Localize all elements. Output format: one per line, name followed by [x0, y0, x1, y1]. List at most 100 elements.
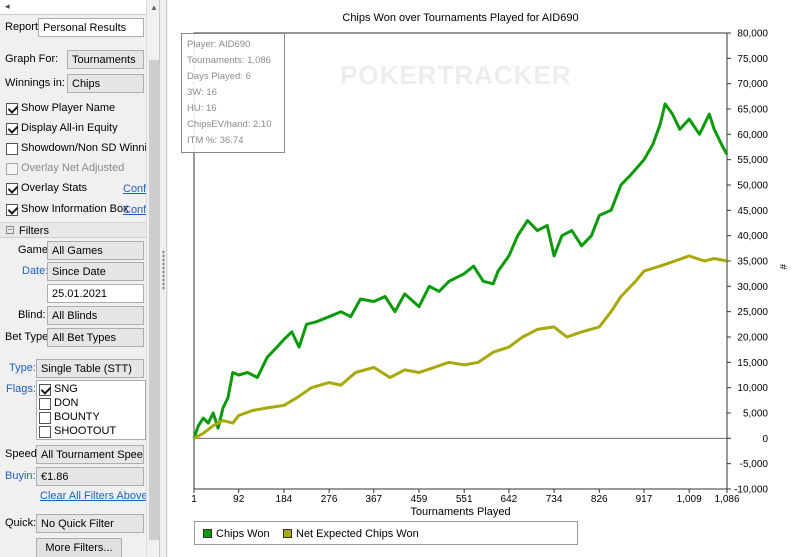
overlay-stats-config-link[interactable]: Confi	[123, 183, 149, 195]
info-box-config-link[interactable]: Confi	[123, 204, 149, 216]
legend-net-expected: Net Expected Chips Won	[283, 528, 419, 540]
filters-title: Filters	[19, 225, 49, 237]
blind-row: Blind: All Blinds	[0, 305, 146, 325]
blind-select[interactable]: All Blinds	[47, 306, 144, 325]
flag-shootout-checkbox[interactable]	[39, 426, 51, 438]
bet-type-label: Bet Type:	[5, 331, 52, 343]
game-select[interactable]: All Games	[47, 241, 144, 260]
stat-player: Player: AID690	[187, 39, 251, 50]
date-row: Date: Since Date	[0, 261, 146, 281]
panel-splitter[interactable]	[160, 0, 167, 557]
show-info-box-checkbox[interactable]	[6, 204, 18, 216]
series-chips-won-line	[192, 102, 729, 439]
date-input[interactable]: 25.01.2021	[47, 284, 144, 303]
stat-3w: 3W: 16	[187, 87, 217, 98]
date-select[interactable]: Since Date	[47, 262, 144, 281]
y-tick-label: -10,000	[734, 485, 768, 496]
y-tick-label: 35,000	[737, 257, 768, 268]
clear-filters-link[interactable]: Clear All Filters Above	[40, 490, 148, 502]
winnings-in-row: Winnings in: Chips	[0, 73, 146, 93]
stat-chipsev: ChipsEV/hand: 2.10	[187, 119, 272, 130]
y-tick-label: 5,000	[743, 409, 768, 420]
overlay-net-adjusted-checkbox	[6, 163, 18, 175]
y-tick-label: 50,000	[737, 181, 768, 192]
graph-for-select[interactable]: Tournaments	[67, 50, 144, 69]
y-tick-label: -5,000	[740, 459, 769, 470]
scrollbar-thumb[interactable]	[149, 60, 159, 540]
x-tick-label: 1,086	[714, 494, 739, 505]
x-tick-label: 642	[501, 494, 518, 505]
y-tick-label: 55,000	[737, 155, 768, 166]
show-player-name-checkbox[interactable]	[6, 103, 18, 115]
legend-swatch-chips-won	[203, 529, 212, 538]
speed-select[interactable]: All Tournament Speeds	[36, 445, 144, 464]
x-tick-label: 734	[546, 494, 563, 505]
flag-shootout-label: SHOOTOUT	[54, 425, 117, 437]
scroll-up-icon[interactable]: ▲	[150, 3, 158, 12]
y-tick-label: 45,000	[737, 206, 768, 217]
buyin-select[interactable]: €1.86	[36, 467, 144, 486]
showdown-winnings-label: Showdown/Non SD Winnings	[21, 142, 160, 154]
display-allin-equity-checkbox[interactable]	[6, 123, 18, 135]
winnings-in-select[interactable]: Chips	[67, 74, 144, 93]
chart-svg: Chips Won over Tournaments Played for AI…	[191, 12, 788, 518]
y-tick-label: 30,000	[737, 282, 768, 293]
overlay-stats-checkbox[interactable]	[6, 183, 18, 195]
legend-chips-won: Chips Won	[203, 528, 270, 540]
report-row: Report: Personal Results	[0, 17, 146, 37]
legend-chips-won-label: Chips Won	[216, 528, 270, 540]
x-tick-label: 1	[191, 494, 197, 505]
series-net-expected-line	[193, 254, 728, 440]
bet-type-select[interactable]: All Bet Types	[47, 328, 144, 347]
collapse-minus-icon[interactable]: −	[6, 225, 14, 234]
filters-section-header[interactable]: − Filters	[0, 222, 146, 238]
stats-info-box: Player: AID690 Tournaments: 1,086 Days P…	[181, 33, 285, 153]
x-tick-label: 826	[591, 494, 608, 505]
stat-days-played: Days Played: 6	[187, 71, 251, 82]
y-tick-label: 65,000	[737, 105, 768, 116]
x-tick-label: 1,009	[677, 494, 702, 505]
buyin-row: Buyin: €1.86	[0, 466, 146, 486]
splitter-grip-icon[interactable]	[162, 250, 165, 290]
y-tick-label: 70,000	[737, 79, 768, 90]
y-tick-label: 0	[762, 434, 768, 445]
watermark: POKERTRACKER	[340, 60, 572, 90]
chart-title: Chips Won over Tournaments Played for AI…	[342, 12, 578, 24]
show-player-name-label: Show Player Name	[21, 102, 116, 114]
blind-label: Blind:	[18, 309, 46, 321]
bet-type-row: Bet Type: All Bet Types	[0, 327, 146, 347]
x-tick-label: 367	[365, 494, 382, 505]
y-tick-label: 20,000	[737, 333, 768, 344]
stat-hu: HU: 16	[187, 103, 217, 114]
flag-sng-checkbox[interactable]	[39, 384, 51, 396]
collapse-arrow-icon[interactable]: ◂	[5, 1, 10, 11]
flag-don-checkbox[interactable]	[39, 398, 51, 410]
x-tick-label: 917	[636, 494, 653, 505]
quick-filter-select[interactable]: No Quick Filter	[36, 514, 144, 533]
overlay-net-adjusted-label: Overlay Net Adjusted	[21, 162, 125, 174]
report-select[interactable]: Personal Results	[38, 18, 144, 37]
more-filters-button[interactable]: More Filters...	[36, 538, 122, 557]
flags-list[interactable]: SNG DON BOUNTY SHOOTOUT	[36, 380, 146, 440]
winnings-in-label: Winnings in:	[5, 77, 65, 89]
speed-row: Speed: All Tournament Speeds	[0, 444, 146, 464]
flag-bounty-checkbox[interactable]	[39, 412, 51, 424]
y-axis-label: #	[777, 264, 788, 270]
game-label: Game:	[18, 244, 52, 256]
game-row: Game: All Games	[0, 240, 146, 260]
showdown-winnings-checkbox[interactable]	[6, 143, 18, 155]
flag-sng-label: SNG	[54, 383, 78, 395]
flags-label: Flags:	[6, 383, 36, 395]
panel-scrollbar[interactable]: ▲	[146, 0, 159, 557]
y-tick-label: 40,000	[737, 231, 768, 242]
legend-swatch-net-expected	[283, 529, 292, 538]
type-select[interactable]: Single Table (STT)	[36, 359, 144, 378]
y-tick-label: 15,000	[737, 358, 768, 369]
stat-tournaments: Tournaments: 1,086	[187, 55, 271, 66]
quick-row: Quick: No Quick Filter	[0, 513, 146, 533]
flag-don-label: DON	[54, 397, 79, 409]
overlay-stats-label: Overlay Stats	[21, 182, 88, 194]
x-axis-label: Tournaments Played	[410, 506, 510, 518]
chart-area: POKERTRACKER Chips Won over Tournaments …	[168, 0, 800, 557]
x-tick-label: 184	[276, 494, 293, 505]
